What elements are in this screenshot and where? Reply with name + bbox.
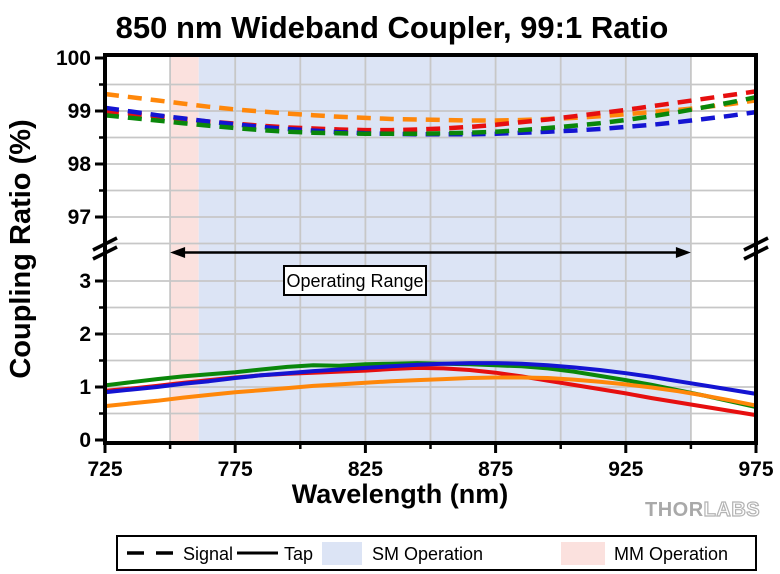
x-tick-label: 725 — [87, 458, 122, 481]
chart-title: 850 nm Wideband Coupler, 99:1 Ratio — [116, 10, 669, 45]
series-signal-orange — [104, 91, 757, 123]
legend: Signal Tap SM Operation MM Operation — [116, 535, 757, 571]
axis-ticks — [95, 56, 758, 453]
legend-label-sm-operation: SM Operation — [372, 544, 483, 564]
y-tick-label: 98 — [68, 153, 92, 176]
legend-sm-swatch — [322, 542, 362, 565]
data-curves — [104, 89, 757, 418]
arrow-head-left-icon — [170, 247, 186, 258]
series-tap-blue — [104, 361, 757, 396]
y-tick-label: 2 — [79, 323, 91, 346]
series-tap-orange — [104, 375, 757, 409]
y-tick-label: 3 — [79, 270, 91, 293]
operating-range-box — [283, 265, 427, 296]
break-slash-icon — [92, 245, 118, 261]
break-slash-icon — [743, 245, 769, 261]
y-axis-break-marks — [92, 236, 769, 261]
operating-range-arrow — [170, 247, 691, 258]
y-tick-label: 97 — [68, 206, 91, 229]
operating-range-annotation: Operating Range — [283, 265, 427, 296]
legend-mm-swatch — [561, 542, 605, 565]
operating-range-label: Operating Range — [286, 271, 423, 291]
thorlabs-logo-outline: LABS — [704, 499, 760, 521]
x-tick-label: 975 — [738, 458, 773, 481]
y-tick-label: 99 — [68, 100, 91, 123]
y-tick-label: 1 — [79, 376, 91, 399]
break-slash-icon — [743, 236, 769, 252]
thorlabs-logo: THORLABS — [645, 499, 760, 521]
x-axis-label: Wavelength (nm) — [292, 479, 509, 509]
break-slash-icon — [92, 236, 118, 252]
x-tick-label: 775 — [218, 458, 253, 481]
y-tick-label: 100 — [56, 47, 91, 70]
series-signal-red — [104, 89, 757, 133]
axis-tick-labels: 725 775 825 875 925 975 100 99 98 97 3 2 1 0 — [56, 47, 774, 481]
x-tick-label: 825 — [348, 458, 383, 481]
series-signal-green — [104, 94, 757, 137]
y-axis-label: Coupling Ratio (%) — [5, 119, 37, 378]
thorlabs-logo-solid: THOR — [645, 499, 704, 521]
x-tick-label: 925 — [608, 458, 643, 481]
legend-label-signal: Signal — [183, 544, 233, 564]
legend-box — [116, 535, 757, 571]
x-tick-label: 875 — [478, 458, 513, 481]
y-tick-label: 0 — [79, 429, 91, 452]
arrow-head-right-icon — [675, 247, 691, 258]
legend-label-tap: Tap — [284, 544, 313, 564]
legend-label-mm-operation: MM Operation — [614, 544, 728, 564]
